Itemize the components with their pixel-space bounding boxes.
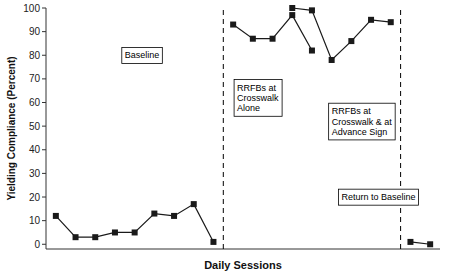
phase-line: [400, 8, 401, 249]
annotation-box: [234, 80, 282, 117]
y-tick-label: 20: [29, 192, 41, 203]
data-point: [151, 211, 157, 217]
data-point: [250, 36, 256, 42]
data-point: [73, 234, 79, 240]
annotation: RRFBs atCrosswalkAlone: [234, 80, 282, 117]
data-point: [329, 57, 335, 63]
data-point: [289, 5, 295, 11]
data-point: [270, 36, 276, 42]
y-tick: [42, 244, 46, 245]
data-point: [289, 12, 295, 18]
data-point: [112, 229, 118, 235]
y-tick-label: 0: [34, 239, 40, 250]
series-line: [233, 15, 312, 50]
data-point: [309, 7, 315, 13]
annotation-box: [339, 189, 419, 205]
y-tick: [42, 55, 46, 56]
y-tick: [42, 173, 46, 174]
data-point: [210, 239, 216, 245]
data-point: [230, 22, 236, 28]
data-point: [309, 48, 315, 54]
y-tick: [42, 102, 46, 103]
data-point: [368, 17, 374, 23]
annotation-box: [329, 103, 396, 140]
y-tick-label: 50: [29, 121, 41, 132]
series-line: [292, 8, 391, 60]
y-tick-label: 10: [29, 215, 41, 226]
annotation-box: [122, 47, 163, 63]
y-tick-label: 30: [29, 168, 41, 179]
y-tick: [42, 149, 46, 150]
y-axis-label: Yielding Compliance (Percent): [6, 56, 17, 200]
data-point: [53, 213, 59, 219]
phase-line: [223, 8, 224, 249]
annotation-text: RRFBs atCrosswalk & atAdvance Sign: [332, 106, 393, 137]
x-axis-line: [46, 249, 440, 250]
annotation: Baseline: [122, 47, 163, 63]
annotation-text: Baseline: [125, 50, 160, 60]
data-point: [348, 38, 354, 44]
y-tick: [42, 197, 46, 198]
y-tick-label: 70: [29, 73, 41, 84]
chart: 0 10 20 30 40 50 60 70 80 90 100 Yielding Complianc…: [0, 0, 450, 277]
data-point: [388, 19, 394, 25]
y-tick-label: 40: [29, 144, 41, 155]
series-line: [56, 204, 214, 242]
y-tick-label: 90: [29, 26, 41, 37]
y-tick-label: 80: [29, 50, 41, 61]
data-point: [132, 229, 138, 235]
y-tick: [42, 31, 46, 32]
data-point: [427, 241, 433, 247]
annotation-text: Return to Baseline: [342, 192, 416, 202]
plot-area: [53, 5, 433, 249]
y-axis-line: [46, 8, 47, 249]
y-tick-label: 100: [23, 3, 40, 14]
data-point: [171, 213, 177, 219]
annotation: Return to Baseline: [339, 189, 419, 205]
data-point: [407, 239, 413, 245]
y-tick: [42, 8, 46, 9]
data-point: [92, 234, 98, 240]
y-tick-label: 60: [29, 97, 41, 108]
y-tick: [42, 126, 46, 127]
data-point: [191, 201, 197, 207]
annotation: RRFBs atCrosswalk & atAdvance Sign: [329, 103, 396, 140]
y-tick: [42, 78, 46, 79]
x-axis-label: Daily Sessions: [204, 259, 282, 271]
annotation-text: RRFBs atCrosswalkAlone: [237, 83, 279, 114]
y-tick: [42, 220, 46, 221]
